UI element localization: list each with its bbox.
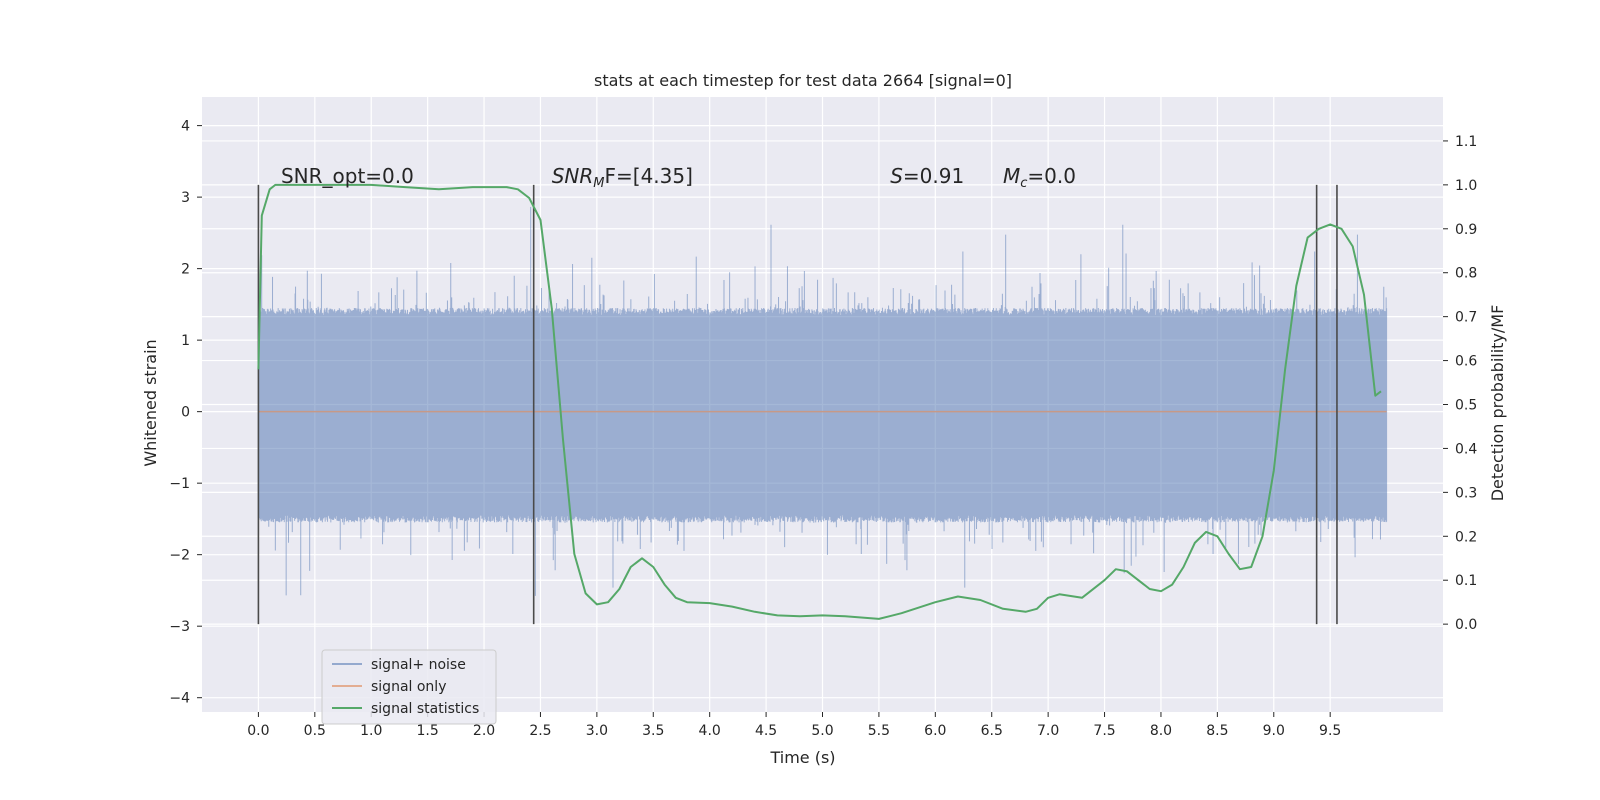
x-tick-label: 9.0 xyxy=(1263,723,1285,739)
annotation-text: Mc=0.0 xyxy=(1003,164,1076,191)
x-tick-label: 1.0 xyxy=(360,723,382,739)
x-tick-label: 9.5 xyxy=(1319,723,1341,739)
y-left-axis-label: Whitened strain xyxy=(141,339,160,466)
x-tick-label: 6.0 xyxy=(924,723,946,739)
annotation-main: M xyxy=(1003,164,1020,188)
annotation-value: =0.91 xyxy=(903,164,964,188)
annotation-subscript: c xyxy=(1020,176,1027,191)
annotation-text: SNR_opt=0.0 xyxy=(281,164,414,188)
y-right-axis-ticks: 0.0 0.1 0.2 0.3 0.4 0.5 0.6 0.7 0.8 0.9 1.0 1.1 xyxy=(1443,134,1477,633)
y-left-tick-label: 2 xyxy=(181,262,190,278)
annotation-main: S xyxy=(890,164,903,188)
x-tick-label: 6.5 xyxy=(981,723,1003,739)
x-tick-label: 0.0 xyxy=(247,723,269,739)
y-right-tick-label: 0.2 xyxy=(1455,529,1477,545)
x-axis-label: Time (s) xyxy=(769,748,835,767)
x-tick-label: 5.0 xyxy=(811,723,833,739)
x-tick-label: 8.0 xyxy=(1150,723,1172,739)
y-left-axis-ticks: −4 −3 −2 −1 0 1 2 3 4 xyxy=(169,119,202,707)
vertical-markers xyxy=(257,184,1338,625)
x-tick-label: 4.5 xyxy=(755,723,777,739)
legend-label-signal-only: signal only xyxy=(371,679,446,695)
y-left-tick-label: 1 xyxy=(181,333,190,349)
x-tick-label: 7.0 xyxy=(1037,723,1059,739)
y-right-tick-label: 1.1 xyxy=(1455,134,1477,150)
annotation-subscript: M xyxy=(593,176,604,191)
annotation-text: S=0.91 xyxy=(890,164,964,188)
annotation-value: F=[4.35] xyxy=(605,164,693,188)
y-right-axis-label: Detection probability/MF xyxy=(1488,305,1507,502)
x-tick-label: 1.5 xyxy=(417,723,439,739)
y-right-tick-label: 0.7 xyxy=(1455,310,1477,326)
annotation-main: SNR_opt=0.0 xyxy=(281,164,414,188)
y-right-tick-label: 0.9 xyxy=(1455,222,1477,238)
y-right-tick-label: 0.3 xyxy=(1455,485,1477,501)
x-tick-label: 2.5 xyxy=(529,723,551,739)
chart-title: stats at each timestep for test data 266… xyxy=(594,71,1012,90)
x-tick-label: 0.5 xyxy=(304,723,326,739)
x-tick-label: 2.0 xyxy=(473,723,495,739)
x-tick-label: 3.5 xyxy=(642,723,664,739)
x-tick-label: 7.5 xyxy=(1093,723,1115,739)
legend-label-statistics: signal statistics xyxy=(371,701,479,717)
statistics-series xyxy=(257,183,1382,620)
legend-label-noise: signal+ noise xyxy=(371,657,466,673)
x-tick-label: 4.0 xyxy=(699,723,721,739)
legend-box xyxy=(321,649,497,725)
y-right-tick-label: 0.5 xyxy=(1455,398,1477,414)
legend: signal+ noise signal only signal statist… xyxy=(321,649,497,725)
y-right-tick-label: 0.6 xyxy=(1455,354,1477,370)
annotation-value: =0.0 xyxy=(1027,164,1076,188)
y-left-tick-label: −1 xyxy=(169,476,190,492)
x-axis-ticks: 0.0 0.5 1.0 1.5 2.0 2.5 3.0 3.5 4.0 4.5 5.0 5.5 6.0 6… xyxy=(247,712,1341,739)
y-left-tick-label: 0 xyxy=(181,405,190,421)
y-right-tick-label: 1.0 xyxy=(1455,178,1477,194)
x-tick-label: 3.0 xyxy=(586,723,608,739)
y-right-tick-label: 0.8 xyxy=(1455,266,1477,282)
y-left-tick-label: 4 xyxy=(181,119,190,135)
x-tick-label: 8.5 xyxy=(1206,723,1228,739)
y-right-tick-label: 0.1 xyxy=(1455,573,1477,589)
y-right-tick-label: 0.4 xyxy=(1455,441,1477,457)
y-left-tick-label: −3 xyxy=(169,619,190,635)
y-right-tick-label: 0.0 xyxy=(1455,617,1477,633)
annotation-main: SNR xyxy=(552,164,594,188)
statistics-line xyxy=(257,183,1382,620)
annotations: SNR_opt=0.0 SNRMF=[4.35] S=0.91 Mc=0.0 xyxy=(281,164,1076,191)
x-tick-label: 5.5 xyxy=(868,723,890,739)
y-left-tick-label: 3 xyxy=(181,190,190,206)
annotation-text: SNRMF=[4.35] xyxy=(552,164,693,191)
y-left-tick-label: −2 xyxy=(169,548,190,564)
y-left-tick-label: −4 xyxy=(169,691,190,707)
